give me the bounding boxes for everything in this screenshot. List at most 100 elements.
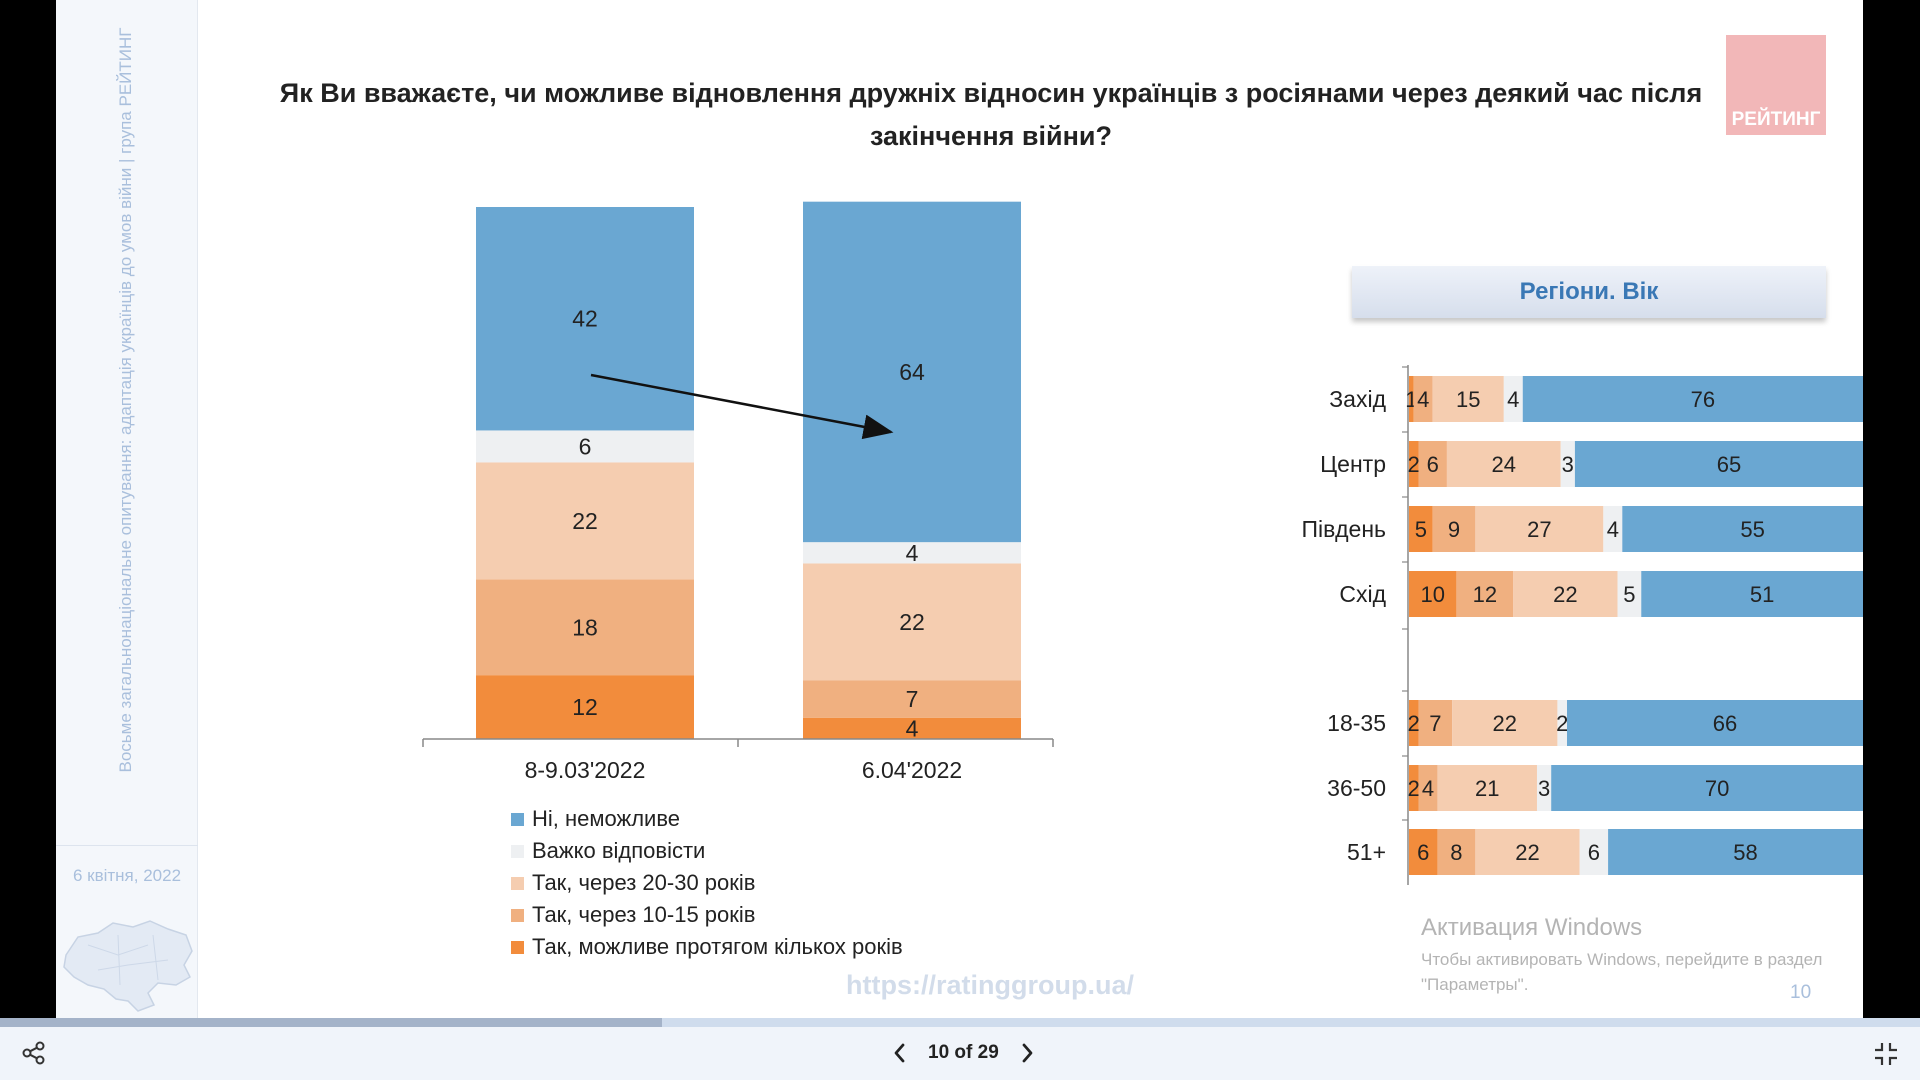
bar-value-label: 4 [1417, 387, 1429, 412]
bar-segment [803, 201, 1021, 543]
legend: Ні, неможливе Важко відповісти Так, через … [511, 803, 903, 963]
bar-value-label: 24 [1492, 452, 1516, 477]
bar-value-label: 4 [1607, 517, 1619, 542]
bar-segment [1567, 700, 1863, 746]
bar-segment [1418, 765, 1438, 811]
bar-value-label: 22 [1493, 711, 1517, 736]
share-icon[interactable] [20, 1039, 48, 1067]
bar-segment [1437, 829, 1476, 875]
rating-logo: РЕЙТИНГ [1726, 35, 1826, 135]
bar-value-label: 22 [1515, 840, 1539, 865]
legend-label: Так, через 20-30 років [532, 870, 756, 895]
bar-segment [1641, 571, 1863, 617]
bar-value-label: 6 [1417, 840, 1429, 865]
bar-value-label: 5 [1415, 517, 1427, 542]
bar-value-label: 12 [1473, 582, 1497, 607]
bar-segment [1409, 571, 1457, 617]
slide-progress-fill [0, 1018, 663, 1027]
bar-segment [803, 563, 1021, 681]
bar-value-label: 70 [1705, 776, 1729, 801]
legend-item: Так, через 10-15 років [511, 899, 903, 931]
bar-segment [1409, 700, 1419, 746]
sidebar-vertical-text: Восьме загальнонаціональне опитування: а… [116, 27, 135, 773]
bar-segment [1452, 700, 1558, 746]
bar-value-label: 3 [1538, 776, 1550, 801]
bar-value-label: 4 [1507, 387, 1519, 412]
bar-segment [1409, 765, 1419, 811]
legend-label: Так, через 10-15 років [532, 902, 756, 927]
bar-value-label: 6 [1427, 452, 1439, 477]
bar-value-label: 2 [1408, 452, 1420, 477]
bar-value-label: 7 [1429, 711, 1441, 736]
bar-segment [1617, 571, 1642, 617]
bar-value-label: 22 [572, 508, 598, 534]
bar-segment [803, 542, 1021, 564]
bar-value-label: 42 [572, 306, 598, 332]
bar-value-label: 58 [1733, 840, 1757, 865]
main-stacked-bar-chart: 12 18 22 6 42 4 7 22 4 64 8-9.03'2022 6.04'2022 [422, 201, 1054, 783]
ukraine-map-icon [63, 920, 193, 1012]
next-page-button[interactable] [1015, 1039, 1039, 1067]
bar-value-label: 2 [1408, 776, 1420, 801]
bar-segment [1432, 506, 1476, 552]
bar-value-label: 66 [1713, 711, 1737, 736]
bar-segment [1437, 765, 1537, 811]
sidebar: Восьме загальнонаціональне опитування: а… [56, 0, 198, 1020]
bar-segment [1409, 829, 1438, 875]
bar-segment [1409, 506, 1433, 552]
x-tick-label: 8-9.03'2022 [525, 757, 646, 783]
source-url[interactable]: https://ratinggroup.ua/ [846, 970, 1134, 1000]
row-label: 51+ [1347, 839, 1386, 865]
bar-segment [1603, 506, 1623, 552]
bar-value-label: 55 [1740, 517, 1764, 542]
row-label: 36-50 [1327, 775, 1386, 801]
legend-item: Так, можливе протягом кількох років [511, 931, 903, 963]
region-age-header: Регіони. Вік [1352, 266, 1826, 318]
bar-segment [1551, 765, 1863, 811]
bar-value-label: 9 [1448, 517, 1460, 542]
bar-segment [476, 462, 694, 580]
row-label: Південь [1302, 516, 1387, 542]
bar-value-label: 76 [1691, 387, 1715, 412]
legend-label: Важко відповісти [532, 838, 706, 863]
bar-segment [803, 717, 1021, 739]
slide-progress-bar[interactable] [0, 1018, 1920, 1027]
exit-fullscreen-icon[interactable] [1873, 1041, 1899, 1067]
bar-segment [1475, 506, 1604, 552]
row-label: 18-35 [1327, 710, 1386, 736]
bar-segment [1560, 441, 1575, 487]
bar-segment [1446, 441, 1561, 487]
trend-arrow [590, 373, 894, 440]
bar-value-label: 4 [906, 715, 919, 741]
legend-item: Так, через 20-30 років [511, 867, 903, 899]
bar-value-label: 18 [572, 614, 598, 640]
legend-swatch [511, 844, 524, 858]
bar-value-label: 12 [572, 694, 598, 720]
bar-segment [1608, 829, 1863, 875]
bar-segment [1503, 376, 1523, 422]
legend-item: Важко відповісти [511, 835, 903, 867]
bar-segment [1418, 700, 1453, 746]
legend-item: Ні, неможливе [511, 803, 903, 835]
legend-label: Ні, неможливе [532, 806, 681, 831]
bar-value-label: 3 [1562, 452, 1574, 477]
bar-segment [1413, 376, 1433, 422]
legend-label: Так, можливе протягом кількох років [532, 934, 903, 959]
bar-segment [1522, 376, 1863, 422]
bar-value-label: 27 [1527, 517, 1551, 542]
windows-activation-subtitle: Чтобы активировать Windows, перейдите в … [1421, 950, 1823, 994]
bar-value-label: 15 [1456, 387, 1480, 412]
previous-page-button[interactable] [888, 1039, 912, 1067]
legend-swatch [511, 940, 524, 954]
x-tick-label: 6.04'2022 [862, 757, 962, 783]
sidebar-date: 6 квітня, 2022 [72, 866, 182, 885]
bar-segment [1622, 506, 1863, 552]
bar-segment [1432, 376, 1504, 422]
legend-swatch [511, 876, 524, 890]
bar-value-label: 4 [906, 540, 919, 566]
bar-segment [803, 680, 1021, 718]
bar-value-label: 51 [1750, 582, 1774, 607]
bar-segment [1418, 441, 1447, 487]
bar-segment [476, 579, 694, 676]
